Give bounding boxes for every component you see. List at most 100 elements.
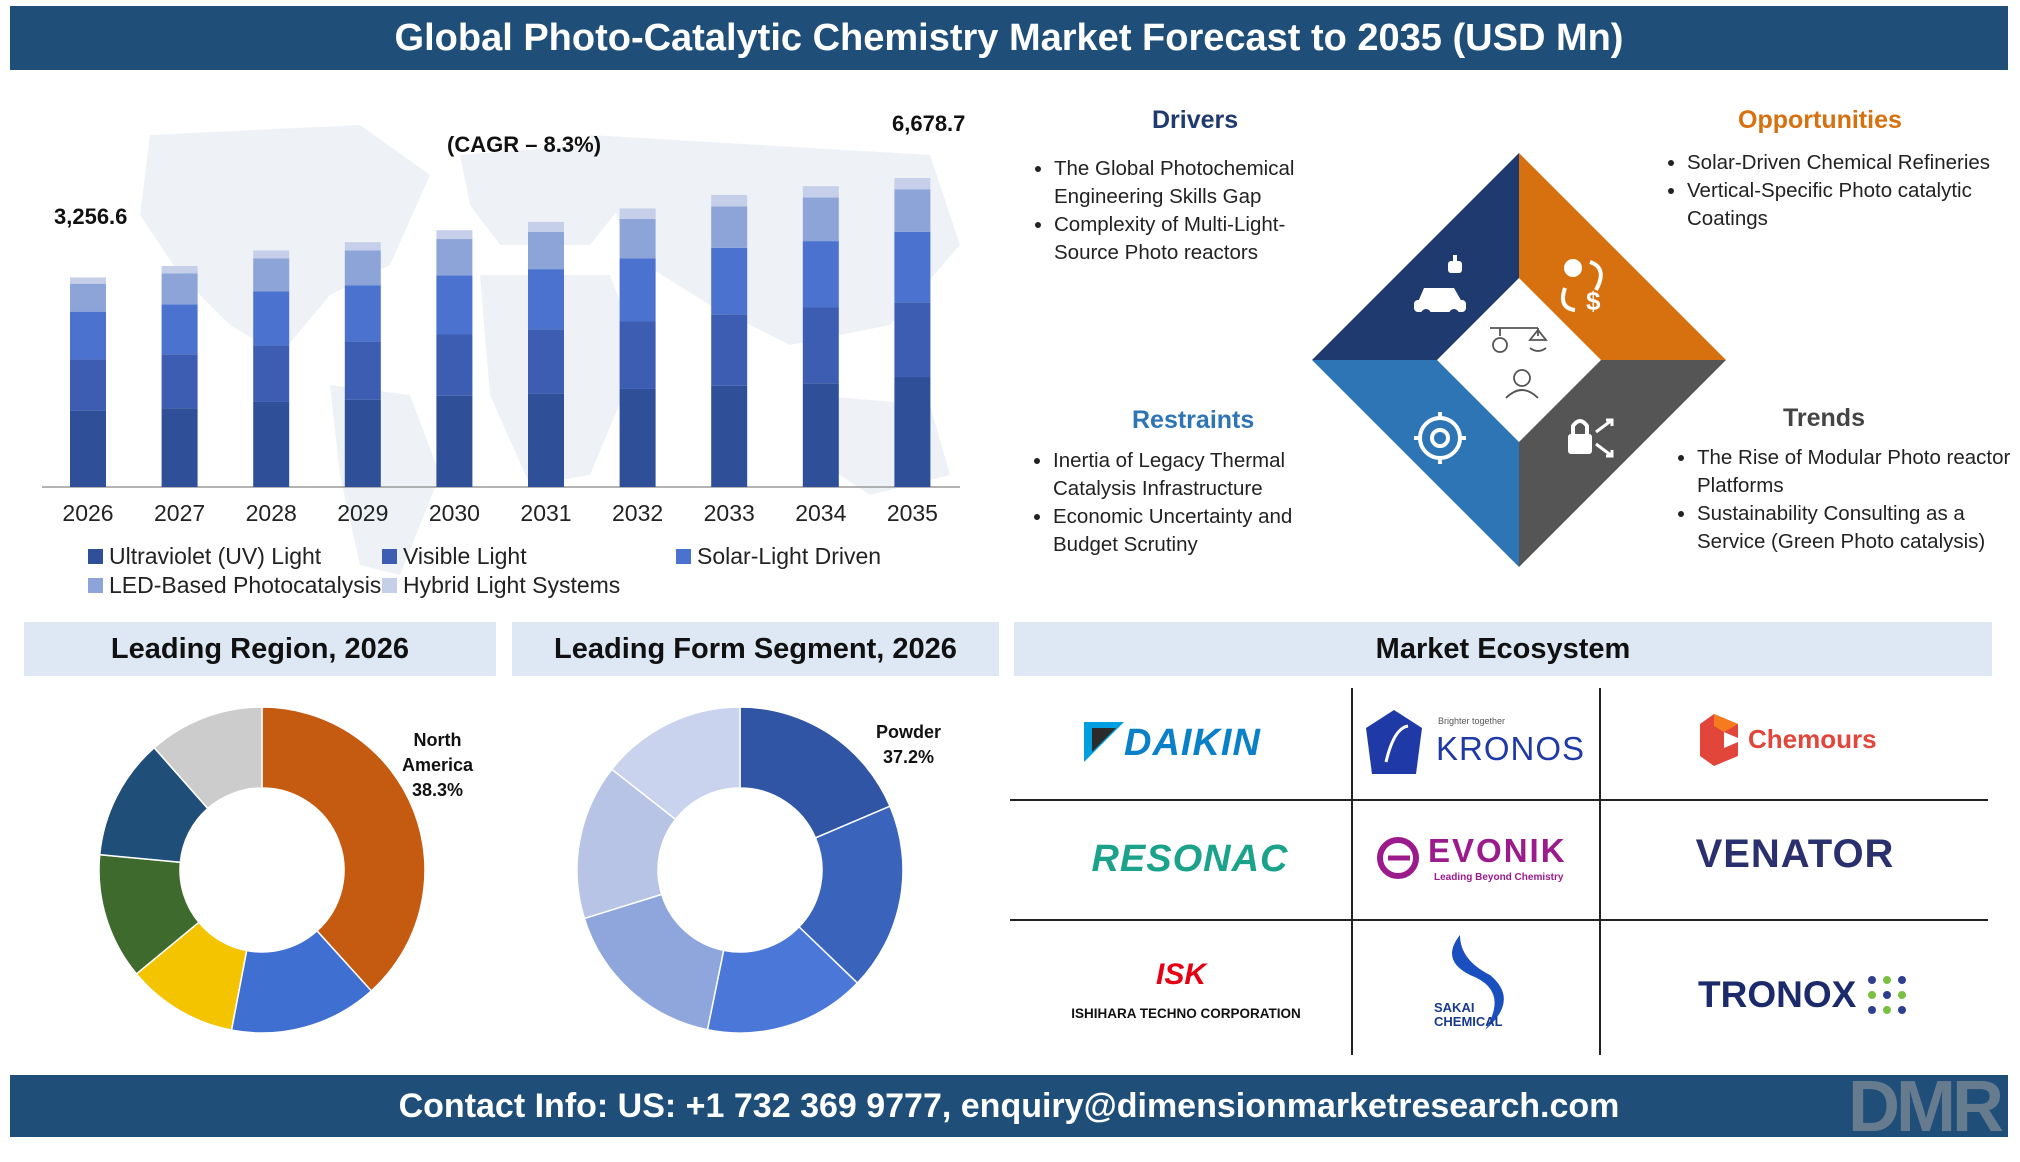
bulb-exchange-icon: $: [1561, 259, 1603, 316]
drivers-list: The Global Photochemical Engineering Ski…: [1024, 155, 1344, 267]
venator-logo: VENATOR: [1695, 832, 1895, 876]
bar-segment: [711, 206, 748, 248]
quadrant-diamond: $: [1312, 153, 1726, 567]
daikin-logo: DAIKIN: [1084, 722, 1294, 764]
restraints-item: Economic Uncertainty and Budget Scrutiny: [1053, 503, 1343, 559]
region-donut-chart: [98, 706, 426, 1034]
evonik-logo: EVONIK Leading Beyond Chemistry: [1376, 832, 1576, 888]
evonik-mark-icon: [1377, 837, 1419, 879]
cagr-label: (CAGR – 8.3%): [447, 132, 602, 157]
tronox-logo: TRONOX: [1698, 972, 1913, 1018]
x-tick-label: 2035: [887, 500, 938, 526]
bar-segment: [711, 314, 748, 386]
x-tick-label: 2027: [154, 500, 205, 526]
restraints-item: Inertia of Legacy Thermal Catalysis Infr…: [1053, 447, 1343, 503]
donut-slice: [798, 805, 904, 985]
x-tick-label: 2026: [62, 500, 113, 526]
bar-segment: [436, 275, 473, 335]
isk-company-name: ISHIHARA TECHNO CORPORATION: [1071, 1006, 1301, 1021]
resonac-logo: RESONAC: [1091, 838, 1289, 880]
tronox-dots-icon: [1868, 976, 1906, 1014]
bar-segment: [161, 304, 198, 355]
bar-segment: [161, 354, 198, 409]
donut-slice: [739, 706, 891, 839]
legend-item-uv: Ultraviolet (UV) Light: [88, 543, 321, 570]
legend-label: Solar-Light Driven: [697, 543, 882, 569]
chemours-mark-icon: [1700, 714, 1738, 766]
form-donut-label: Powder 37.2%: [876, 720, 941, 770]
legend-label: LED-Based Photocatalysis: [109, 572, 382, 598]
bar-segment: [528, 231, 564, 270]
bar-segment: [894, 189, 931, 232]
trends-item: The Rise of Modular Photo reactor Platfo…: [1697, 444, 2020, 500]
bar-segment: [894, 231, 931, 303]
bar-segment: [344, 242, 381, 251]
donut-slice: [583, 893, 725, 1031]
svg-text:$: $: [1586, 286, 1601, 316]
form-label-line: Powder: [876, 722, 942, 742]
opportunities-title: Opportunities: [1738, 106, 1902, 134]
form-label-line: 37.2%: [882, 747, 935, 767]
x-tick-label: 2031: [520, 500, 571, 526]
dmr-logo: DMR: [1848, 1067, 2004, 1147]
bar-segment: [70, 410, 106, 487]
chemours-wordmark: Chemours: [1748, 724, 1877, 754]
x-tick-label: 2032: [612, 500, 663, 526]
region-label-line: 38.3%: [412, 780, 464, 800]
bar-segment: [436, 334, 473, 396]
bar-segment: [253, 250, 290, 259]
bar-segment: [894, 178, 931, 190]
trends-item: Sustainability Consulting as a Service (…: [1697, 500, 2020, 556]
bar-segment: [619, 218, 656, 259]
ecosystem-grid-lines: [1010, 688, 1988, 1055]
center-square: [1437, 278, 1601, 442]
lightbulb-person-icon: [1490, 327, 1548, 399]
region-section-title: Leading Region, 2026: [24, 622, 496, 676]
bar-segment: [344, 285, 381, 342]
daikin-wordmark: DAIKIN: [1124, 722, 1261, 764]
last-value-label: 6,678.7: [892, 111, 966, 136]
bar-segment: [253, 345, 290, 402]
bar-segment: [802, 383, 839, 487]
donut-slice: [153, 706, 263, 810]
form-section-title: Leading Form Segment, 2026: [512, 622, 999, 676]
kronos-logo: Brighter together KRONOS: [1364, 708, 1584, 780]
bar-segment: [161, 266, 198, 274]
kronos-tagline: Brighter together: [1438, 716, 1506, 726]
sakai-logo: SAKAI CHEMICAL: [1430, 930, 1530, 1040]
robot-car-icon: [1414, 255, 1466, 319]
region-donut-label: North America 38.3%: [402, 728, 473, 803]
evonik-wordmark: EVONIK: [1428, 832, 1567, 869]
bar-segment: [436, 395, 473, 487]
donut-slice: [261, 706, 426, 992]
legend-swatch: [382, 578, 397, 593]
sakai-wordmark-1: SAKAI: [1434, 1000, 1475, 1015]
page-title: Global Photo-Catalytic Chemistry Market …: [10, 6, 2008, 70]
restraints-title: Restraints: [1132, 406, 1255, 434]
bar-segment: [253, 258, 290, 292]
chemours-logo: Chemours: [1694, 712, 1894, 768]
legend-label: Hybrid Light Systems: [403, 572, 621, 598]
bar-segment: [161, 408, 198, 487]
legend-item-led: LED-Based Photocatalysis: [88, 572, 381, 599]
legend-label: Visible Light: [403, 543, 527, 569]
drivers-item: Complexity of Multi-Light-Source Photo r…: [1054, 211, 1344, 267]
sakai-swoosh-icon: [1452, 935, 1504, 1030]
drivers-title: Drivers: [1152, 106, 1239, 134]
bar-segment: [802, 186, 839, 198]
legend-label: Ultraviolet (UV) Light: [109, 543, 322, 569]
bar-segment: [802, 197, 839, 242]
x-tick-label: 2028: [246, 500, 297, 526]
bar-segment: [619, 388, 656, 487]
bar-segment: [894, 377, 931, 487]
bar-segment: [344, 399, 381, 487]
legend-swatch: [382, 549, 397, 564]
bar-segment: [253, 291, 290, 346]
bar-segment: [344, 250, 381, 286]
x-tick-label: 2034: [795, 500, 846, 526]
gear-icon: [1414, 412, 1466, 464]
bar-segment: [528, 269, 564, 330]
opportunities-item: Vertical-Specific Photo catalytic Coatin…: [1687, 177, 2017, 233]
form-donut-chart: [576, 706, 904, 1034]
legend-item-visible: Visible Light: [382, 543, 527, 570]
